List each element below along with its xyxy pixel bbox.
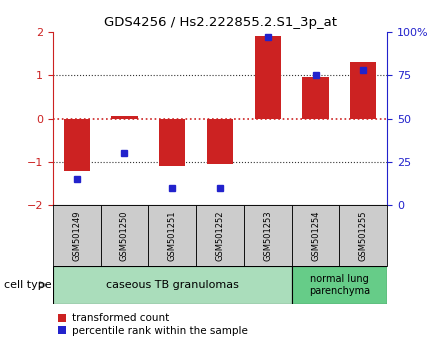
Legend: transformed count, percentile rank within the sample: transformed count, percentile rank withi… <box>58 313 247 336</box>
Title: GDS4256 / Hs2.222855.2.S1_3p_at: GDS4256 / Hs2.222855.2.S1_3p_at <box>103 16 337 29</box>
Bar <box>111 116 138 119</box>
Bar <box>350 62 377 119</box>
Bar <box>207 119 233 164</box>
Text: GSM501253: GSM501253 <box>263 210 272 261</box>
Bar <box>159 119 185 166</box>
Text: GSM501249: GSM501249 <box>72 210 81 261</box>
Text: cell type: cell type <box>4 280 52 290</box>
Text: GSM501250: GSM501250 <box>120 210 129 261</box>
Bar <box>101 205 148 266</box>
Bar <box>339 205 387 266</box>
Bar <box>244 205 292 266</box>
Bar <box>292 266 387 304</box>
Bar <box>63 119 90 171</box>
Bar <box>196 205 244 266</box>
Text: GSM501252: GSM501252 <box>216 210 224 261</box>
Text: GSM501251: GSM501251 <box>168 210 177 261</box>
Bar <box>255 36 281 119</box>
Bar <box>292 205 339 266</box>
Bar <box>148 205 196 266</box>
Bar <box>302 78 329 119</box>
Bar <box>53 205 101 266</box>
Text: GSM501255: GSM501255 <box>359 210 368 261</box>
Text: GSM501254: GSM501254 <box>311 210 320 261</box>
Text: caseous TB granulomas: caseous TB granulomas <box>106 280 238 290</box>
Text: normal lung
parenchyma: normal lung parenchyma <box>309 274 370 296</box>
Bar <box>53 266 292 304</box>
